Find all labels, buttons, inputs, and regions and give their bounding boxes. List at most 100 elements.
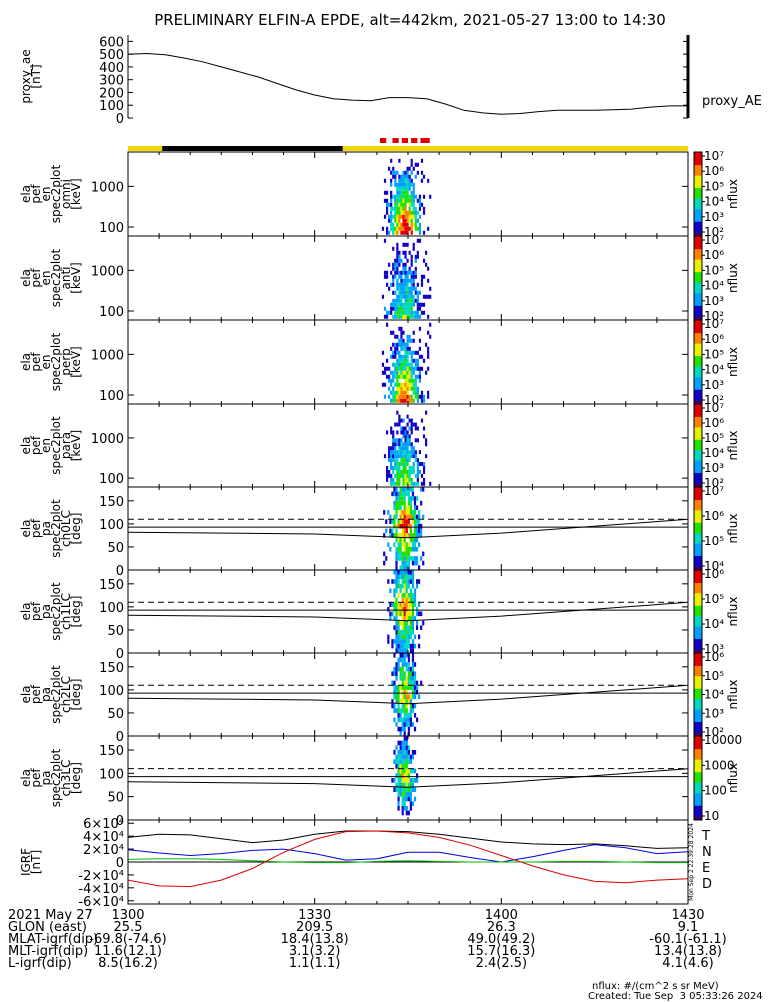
spec-2-heat-cell: [408, 378, 411, 383]
pa-0-heat-cell: [393, 523, 396, 529]
pa-3-heat-cell: [415, 773, 419, 778]
pa-2-colorbar-swatch: [694, 713, 702, 716]
spec-0-heat-cell: [410, 214, 413, 219]
pa-3-heat-cell: [407, 754, 410, 760]
pa-0-heat-cell: [413, 519, 417, 524]
pa-3-heat-cell: [397, 801, 400, 806]
pa-2-heat-cell: [391, 703, 394, 709]
spec-2-heat-cell: [396, 370, 399, 375]
spec-2-heat-cell: [402, 338, 405, 343]
pa-3-colorbar-swatch: [694, 792, 702, 796]
spec-1-ytick-label: 1000: [91, 264, 124, 279]
pa-3-heat-cell: [403, 787, 406, 792]
pa-1-ylabel-line-1: pef: [29, 601, 43, 621]
pa-1-colorbar-swatch: [694, 594, 702, 598]
pa-2-heat-cell: [405, 708, 408, 713]
spec-1-heat-cell: [427, 314, 430, 319]
spec-1-colorbar-label: nflux: [726, 263, 740, 293]
spec-2-heat-cell: [410, 394, 413, 399]
spec-0-heat-cell: [404, 186, 407, 191]
orbit-row-value: 25.5: [113, 920, 143, 935]
spec-1-heat-cell: [420, 278, 424, 283]
spec-0-colorbar-swatch: [694, 202, 702, 205]
spec-0-heat-cell: [394, 194, 397, 199]
pa-1-heat-cell: [403, 597, 406, 603]
pa-1-ylabel-line-0: ela: [19, 602, 33, 620]
spec-2-colorbar-swatch: [694, 376, 702, 380]
spec-3-heat-cell: [398, 446, 401, 451]
pa-1-colorbar-tick-label: 10⁶: [704, 567, 724, 581]
pa-0-heat-cell: [399, 537, 402, 543]
spec-2-heat-cell: [422, 394, 426, 399]
spec-1-colorbar-tick-label: 10⁴: [704, 279, 724, 293]
spec-2-heat-cell: [388, 394, 391, 399]
spec-0-heat-cell: [390, 210, 393, 215]
pa-0-heat-cell: [415, 546, 419, 552]
spec-1-heat-cell: [398, 250, 401, 255]
pa-3-colorbar-swatch: [694, 740, 702, 743]
pa-1-heat-cell: [387, 579, 390, 584]
pa-1-heat-cell: [411, 620, 415, 626]
pa-1-heat-cell: [411, 597, 415, 603]
pa-1-heat-cell: [393, 588, 396, 594]
spec-1-heat-cell: [398, 290, 401, 295]
pa-1-colorbar-swatch: [694, 638, 702, 642]
spec-1-heat-cell: [418, 238, 422, 243]
spec-2-heat-cell: [402, 398, 405, 403]
pa-0-heat-cell: [387, 510, 390, 515]
spec-0-heat-cell: [412, 194, 415, 199]
pa-0-heat-cell: [399, 565, 402, 570]
spec-3-heat-cell: [412, 466, 415, 470]
spec-2-heat-cell: [414, 350, 417, 355]
pa-1-heat-cell: [393, 616, 396, 621]
spec-0-heat-cell: [404, 218, 407, 223]
pa-2-ylabel-line-5: [deg]: [69, 679, 83, 711]
spec-3-heat-cell: [392, 458, 395, 463]
pa-0-heat-cell: [407, 491, 410, 497]
spec-0-heat-cell: [398, 222, 401, 227]
pa-0-heat-cell: [407, 505, 410, 511]
pa-2-heat-cell: [403, 708, 406, 713]
spec-2-heat-cell: [408, 382, 411, 387]
pa-1-heat-cell: [403, 648, 406, 653]
pa-1-ylabel-line-4: ch1LC: [59, 593, 73, 630]
spec-2-heat-cell: [396, 382, 399, 387]
spec-0-heat-cell: [404, 230, 407, 235]
spec-1-heat-cell: [412, 278, 415, 283]
pa-1-heat-cell: [403, 583, 406, 589]
spec-3-heat-cell: [396, 462, 399, 467]
pa-2-heat-cell: [395, 689, 398, 695]
pa-3-ylabel-line-0: ela: [19, 769, 33, 787]
spec-2-heat-cell: [385, 358, 389, 363]
pa-3-heat-cell: [413, 778, 417, 783]
pa-0-heat-cell: [420, 500, 423, 506]
pa-2-heat-cell: [399, 676, 402, 681]
pa-0-heat-cell: [395, 556, 398, 561]
spec-0-heat-cell: [388, 202, 391, 207]
pa-3-colorbar-tick-label: 10: [704, 809, 719, 823]
pa-3-heat-cell: [413, 768, 417, 774]
spec-1-heat-cell: [418, 306, 422, 311]
spec-3-heat-cell: [412, 450, 415, 455]
pa-1-colorbar-swatch: [694, 646, 702, 650]
pa-0-heat-cell: [399, 487, 402, 492]
spec-3-heat-cell: [404, 438, 407, 443]
pa-1-colorbar-swatch: [694, 617, 702, 621]
pa-1-heat-cell: [397, 648, 400, 653]
pa-0-heat-cell: [409, 523, 413, 529]
spec-3-heat-cell: [416, 438, 419, 443]
spec-0-heat-cell: [410, 194, 413, 199]
spec-0-heat-cell: [410, 198, 413, 203]
pa-0-heat-cell: [401, 500, 404, 506]
pa-2-heat-cell: [411, 722, 415, 727]
spec-2-heat-cell: [420, 354, 424, 359]
pa-0-heat-cell: [399, 500, 402, 506]
spec-0-heat-cell: [390, 194, 393, 199]
spec-1-heat-cell: [398, 254, 401, 259]
spec-3-heat-cell: [406, 462, 409, 467]
spec-3-heat-cell: [410, 446, 413, 451]
pa-2-colorbar-swatch: [694, 709, 702, 712]
spec-3-heat-cell: [412, 469, 415, 474]
spec-0-heat-cell: [404, 170, 407, 175]
pa-3-heat-cell: [405, 796, 408, 802]
